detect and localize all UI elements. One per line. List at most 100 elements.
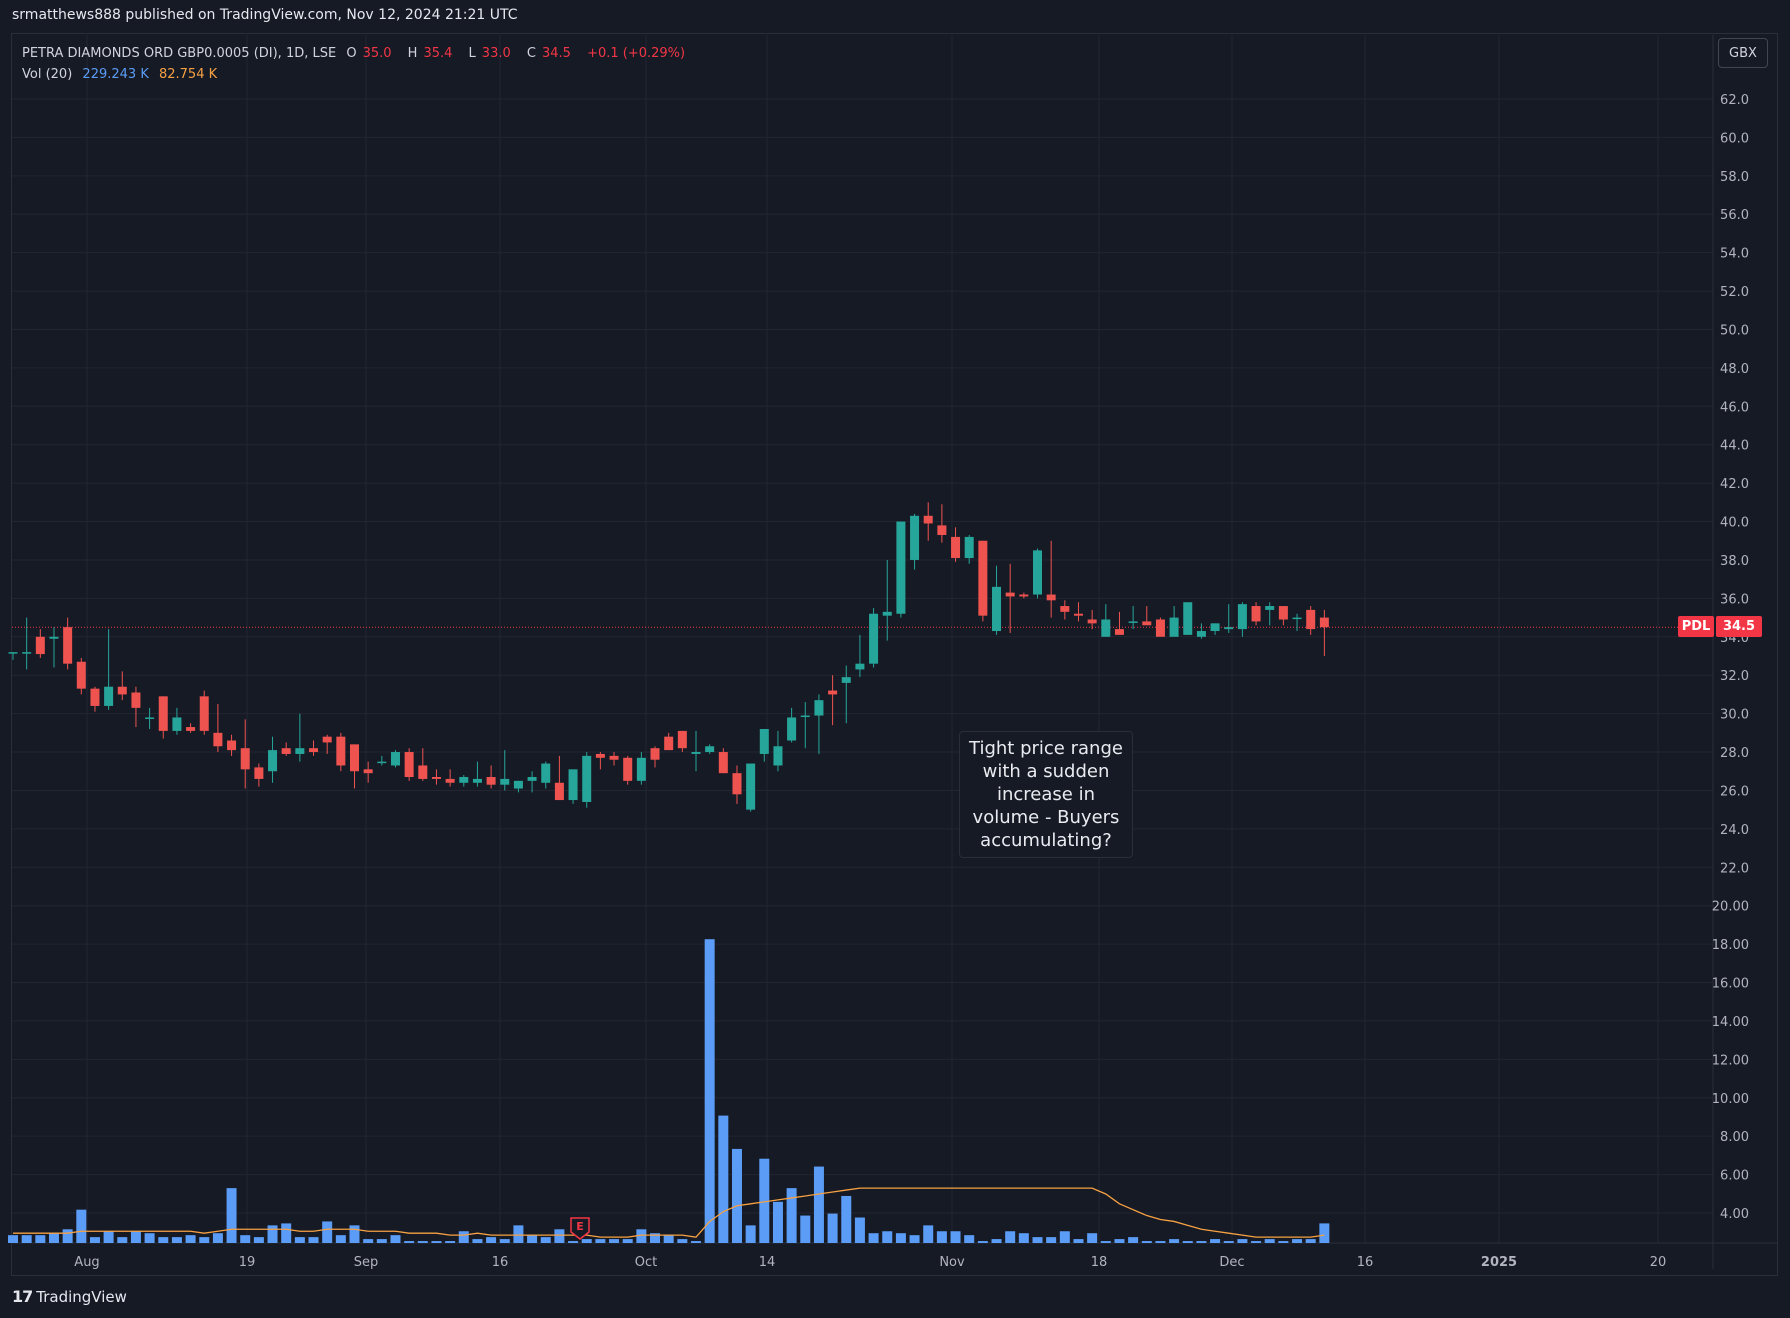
candle-body <box>814 700 824 716</box>
x-tick-label: 20 <box>1650 1255 1667 1270</box>
x-tick-label: Aug <box>74 1255 99 1270</box>
y-tick-label: 58.0 <box>1720 170 1749 185</box>
volume-bar <box>1210 1239 1221 1243</box>
candle-body <box>1196 631 1206 637</box>
x-tick-label: Oct <box>635 1255 657 1270</box>
candle-body <box>1060 606 1070 612</box>
volume-indicator-label[interactable]: Vol (20) <box>22 67 73 82</box>
candle-body <box>691 752 701 754</box>
candle-body <box>295 748 305 754</box>
volume-bar <box>199 1237 210 1243</box>
candle-body <box>1183 602 1193 635</box>
last-price-tag: 34.5 <box>1716 616 1762 637</box>
y-tick-label: 46.0 <box>1720 400 1749 415</box>
earnings-marker-icon <box>570 1217 590 1240</box>
volume-bar <box>294 1237 305 1243</box>
candle-body <box>869 613 879 664</box>
volume-bar <box>1059 1231 1070 1243</box>
y-tick-label: 50.0 <box>1720 323 1749 338</box>
volume-bar <box>527 1235 538 1243</box>
volume-ma-line <box>13 1187 1325 1238</box>
chart-annotation-note[interactable]: Tight price range with a sudden increase… <box>959 731 1133 858</box>
volume-bar <box>417 1241 428 1243</box>
time-axis: Aug 19 Sep 16 Oct 14 Nov 18 Dec 16 2025 20 <box>74 1255 1666 1270</box>
volume-bar <box>335 1235 346 1243</box>
candle-body <box>172 717 182 731</box>
candle-body <box>1046 594 1056 601</box>
volume-bar <box>486 1237 497 1243</box>
y-tick-label: 24.0 <box>1720 823 1749 838</box>
volume-bar <box>786 1188 797 1243</box>
volume-bar <box>745 1225 756 1243</box>
volume-bar <box>568 1241 579 1243</box>
volume-bar <box>144 1233 155 1243</box>
candle-body <box>1319 617 1329 628</box>
candle-body <box>1169 617 1179 637</box>
volume-bar <box>1305 1239 1316 1243</box>
candle-body <box>1128 621 1138 623</box>
volume-bar <box>445 1241 456 1243</box>
volume-bar <box>622 1239 633 1243</box>
candle-body <box>472 778 482 783</box>
candle-body <box>513 780 523 789</box>
high-value: 35.4 <box>423 46 453 61</box>
ticker-price-tag: PDL <box>1678 616 1714 637</box>
candle-body <box>787 717 797 741</box>
candle-body <box>268 750 278 772</box>
candle-body <box>240 748 250 770</box>
volume-bar <box>281 1223 292 1243</box>
y-tick-label: 6.00 <box>1720 1169 1749 1184</box>
volume-bar <box>868 1233 879 1243</box>
close-value: 34.5 <box>541 46 571 61</box>
volume-bar <box>759 1158 770 1243</box>
candle-body <box>664 736 674 751</box>
y-tick-label: 54.0 <box>1720 247 1749 262</box>
candle-body <box>759 728 769 754</box>
candle-body <box>855 663 865 670</box>
volume-bar <box>540 1237 551 1243</box>
symbol-label[interactable]: PETRA DIAMONDS ORD GBP0.0005 (DI), 1D, L… <box>22 46 337 61</box>
volume-bar <box>130 1231 141 1243</box>
volume-bar <box>800 1215 811 1243</box>
volume-bar <box>472 1239 483 1243</box>
volume-bar <box>308 1237 319 1243</box>
candle-body <box>732 773 742 795</box>
y-tick-label: 12.00 <box>1712 1053 1749 1068</box>
candle-body <box>117 686 127 695</box>
open-value: 35.0 <box>362 46 392 61</box>
earnings-marker-group: E <box>570 1217 590 1240</box>
candle-body <box>22 652 32 654</box>
currency-button[interactable]: GBX <box>1718 38 1768 68</box>
y-tick-label: 52.0 <box>1720 285 1749 300</box>
candle-body <box>1142 621 1152 626</box>
candle-body <box>281 748 291 754</box>
candle-body <box>63 627 73 664</box>
candle-body <box>213 732 223 747</box>
candle-body <box>951 536 961 559</box>
y-tick-label: 32.0 <box>1720 669 1749 684</box>
candle-body <box>1278 606 1288 620</box>
y-tick-label: 16.00 <box>1712 977 1749 992</box>
volume-bar <box>390 1235 401 1243</box>
x-tick-label: 16 <box>492 1255 509 1270</box>
volume-bar <box>76 1209 87 1243</box>
volume-bar <box>882 1231 893 1243</box>
candle-body <box>1019 594 1029 597</box>
candle-body <box>8 652 18 654</box>
tradingview-brand[interactable]: 17 TradingView <box>12 1287 127 1306</box>
volume-bar <box>89 1237 100 1243</box>
volume-bar <box>636 1229 647 1243</box>
candle-body <box>158 696 168 731</box>
volume-bar <box>62 1229 73 1243</box>
volume-bar <box>650 1233 661 1243</box>
candle-body <box>595 753 605 758</box>
x-tick-label: 19 <box>239 1255 256 1270</box>
y-tick-label: 18.00 <box>1712 938 1749 953</box>
volume-bar <box>267 1225 278 1243</box>
candle-body <box>445 778 455 783</box>
volume-bar <box>1128 1237 1139 1243</box>
volume-bar <box>691 1241 701 1243</box>
volume-bar <box>1018 1233 1029 1243</box>
candle-body <box>131 692 141 708</box>
